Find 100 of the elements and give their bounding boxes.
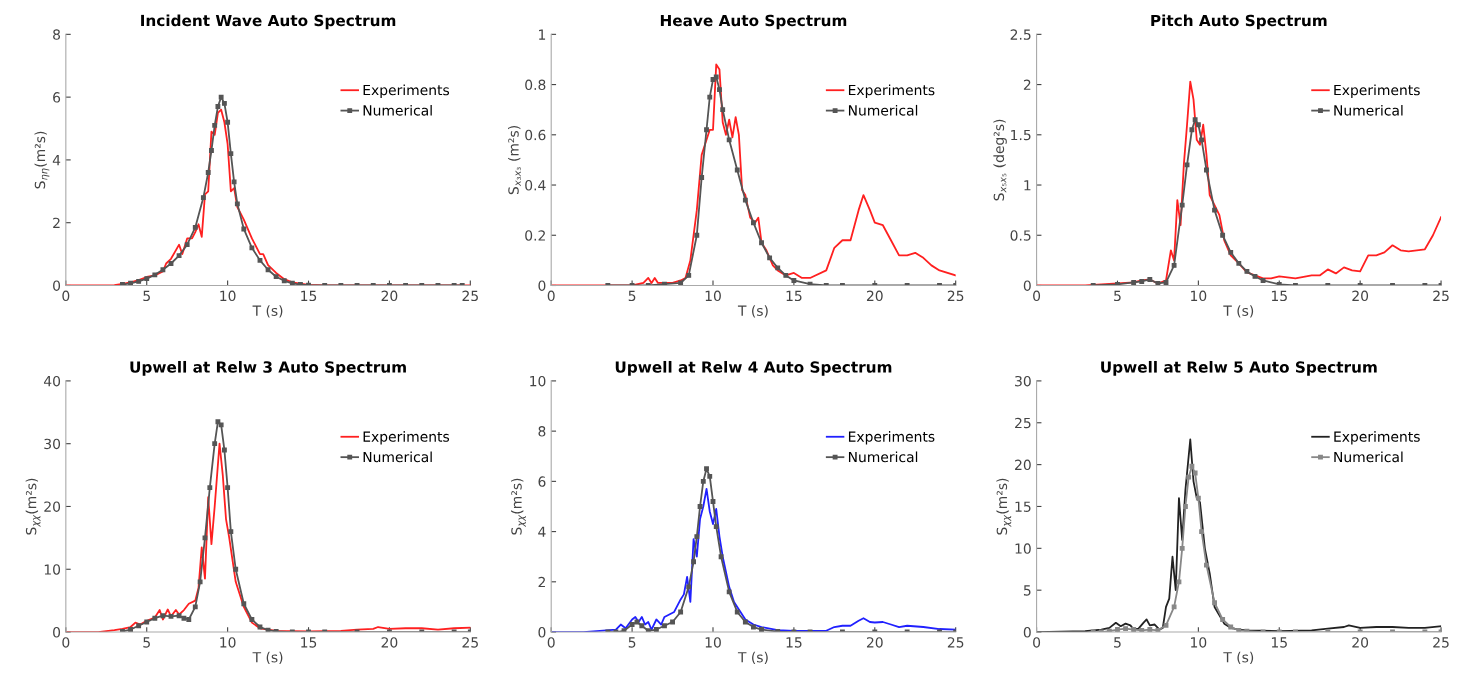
y-tick-label: 20	[44, 501, 61, 512]
y-tick-label: 10	[530, 375, 546, 387]
x-tick-label: 20	[1352, 637, 1369, 648]
x-tick-label: 10	[1191, 290, 1207, 302]
x-axis-title: T (s)	[252, 305, 283, 318]
y-tick-label: 4	[538, 526, 546, 537]
x-tick-label: 25	[462, 637, 478, 648]
legend-label: Experiments	[1334, 84, 1420, 98]
x-tick-label: 0	[62, 637, 70, 648]
legend-label: Numerical	[848, 104, 918, 116]
x-axis-title: T (s)	[737, 651, 768, 665]
x-tick-label: 25	[462, 290, 478, 302]
y-tick-label: 8	[53, 29, 61, 40]
x-tick-label: 20	[381, 290, 398, 302]
x-tick-label: 5	[628, 290, 636, 302]
x-tick-label: 10	[220, 637, 236, 648]
y-tick-label: 1.5	[1011, 129, 1031, 141]
x-axis-title: T (s)	[737, 305, 768, 318]
y-axis-title: S$_{x₃x₃}$ (m²s)	[508, 126, 521, 195]
x-tick-label: 25	[1433, 637, 1449, 648]
x-tick-label: 15	[1271, 637, 1287, 648]
legend-label: Numerical	[848, 451, 918, 463]
x-tick-label: 10	[1191, 637, 1207, 648]
chart-title: Upwell at Relw 5 Auto Spectrum	[1101, 360, 1377, 376]
x-tick-label: 0	[1033, 290, 1041, 302]
y-tick-label: 1	[539, 29, 546, 40]
y-tick-label: 25	[1015, 417, 1031, 429]
x-tick-label: 5	[1114, 637, 1121, 648]
x-tick-label: 15	[1271, 290, 1287, 302]
x-tick-label: 10	[705, 637, 721, 648]
chart-title: Upwell at Relw 3 Auto Spectrum	[130, 360, 406, 376]
x-tick-label: 0	[1033, 637, 1041, 648]
y-tick-label: 4	[52, 155, 61, 166]
legend-label: Experiments	[1334, 431, 1420, 445]
x-tick-label: 15	[301, 637, 317, 648]
y-tick-label: 0	[53, 627, 61, 638]
x-tick-label: 20	[1352, 290, 1369, 302]
x-tick-label: 5	[143, 290, 150, 302]
y-tick-label: 0	[1023, 280, 1031, 291]
y-tick-label: 0.2	[525, 230, 545, 241]
x-tick-label: 10	[705, 290, 721, 302]
x-tick-label: 25	[947, 637, 964, 648]
x-tick-label: 15	[786, 290, 802, 302]
x-tick-label: 5	[1114, 290, 1121, 302]
x-tick-label: 15	[301, 290, 317, 302]
y-tick-label: 5	[1023, 585, 1031, 596]
legend-label: Numerical	[1334, 104, 1403, 116]
y-tick-label: 30	[1015, 375, 1031, 387]
y-axis-title: S$_{x₅x₅}$ (deg²s)	[993, 119, 1007, 201]
y-tick-label: 2	[53, 217, 60, 228]
x-tick-label: 25	[1433, 290, 1449, 302]
y-tick-label: 2	[1023, 79, 1031, 90]
x-tick-label: 0	[62, 290, 70, 302]
y-tick-label: 0	[538, 280, 546, 291]
y-tick-label: 8	[538, 426, 546, 437]
chart-title: Heave Auto Spectrum	[660, 14, 847, 30]
legend-label: Experiments	[363, 84, 450, 98]
legend-label: Numerical	[363, 451, 432, 463]
y-axis-title: S$_{ηη}$(m²s)	[34, 131, 50, 189]
x-tick-label: 20	[866, 637, 883, 648]
x-tick-label: 10	[220, 290, 236, 302]
legend-label: Numerical	[1334, 451, 1403, 463]
x-tick-label: 20	[866, 290, 883, 302]
y-tick-label: 0.8	[525, 79, 546, 91]
x-tick-label: 5	[628, 637, 636, 648]
x-tick-label: 15	[786, 637, 802, 648]
legend-label: Experiments	[848, 431, 935, 445]
y-tick-label: 0	[53, 280, 61, 291]
legend-label: Experiments	[363, 431, 450, 445]
y-tick-label: 2	[538, 576, 545, 588]
y-tick-label: 6	[538, 476, 546, 487]
chart-title: Upwell at Relw 4 Auto Spectrum	[615, 360, 892, 376]
y-tick-label: 15	[1015, 501, 1031, 512]
x-tick-label: 0	[547, 637, 555, 648]
chart-title: Pitch Auto Spectrum	[1151, 14, 1327, 30]
y-tick-label: 0.4	[525, 180, 546, 191]
legend-label: Experiments	[848, 84, 935, 98]
x-axis-title: T (s)	[252, 651, 283, 665]
x-tick-label: 5	[143, 637, 150, 648]
x-tick-label: 0	[547, 290, 555, 302]
y-tick-label: 40	[43, 375, 61, 387]
y-tick-label: 0	[538, 627, 546, 638]
y-tick-label: 10	[44, 564, 61, 575]
y-tick-label: 6	[53, 92, 61, 103]
y-tick-label: 30	[44, 438, 61, 450]
x-axis-title: T (s)	[1223, 305, 1254, 318]
x-tick-label: 20	[381, 637, 398, 648]
chart-title: Incident Wave Auto Spectrum	[141, 14, 396, 30]
y-tick-label: 2.5	[1010, 29, 1031, 40]
y-tick-label: 20	[1015, 459, 1031, 471]
y-tick-label: 0	[1023, 627, 1031, 638]
x-axis-title: T (s)	[1223, 651, 1254, 665]
y-axis-title: S$_{χχ}$(m²s)	[996, 478, 1012, 535]
legend-label: Numerical	[363, 104, 432, 116]
y-tick-label: 1	[1024, 180, 1031, 191]
y-tick-label: 10	[1015, 543, 1031, 554]
y-axis-title: S$_{χχ}$(m²s)	[511, 478, 526, 535]
y-axis-title: S$_{χχ}$(m²s)	[25, 478, 41, 535]
x-tick-label: 25	[947, 290, 964, 302]
y-tick-label: 0.6	[525, 129, 546, 141]
